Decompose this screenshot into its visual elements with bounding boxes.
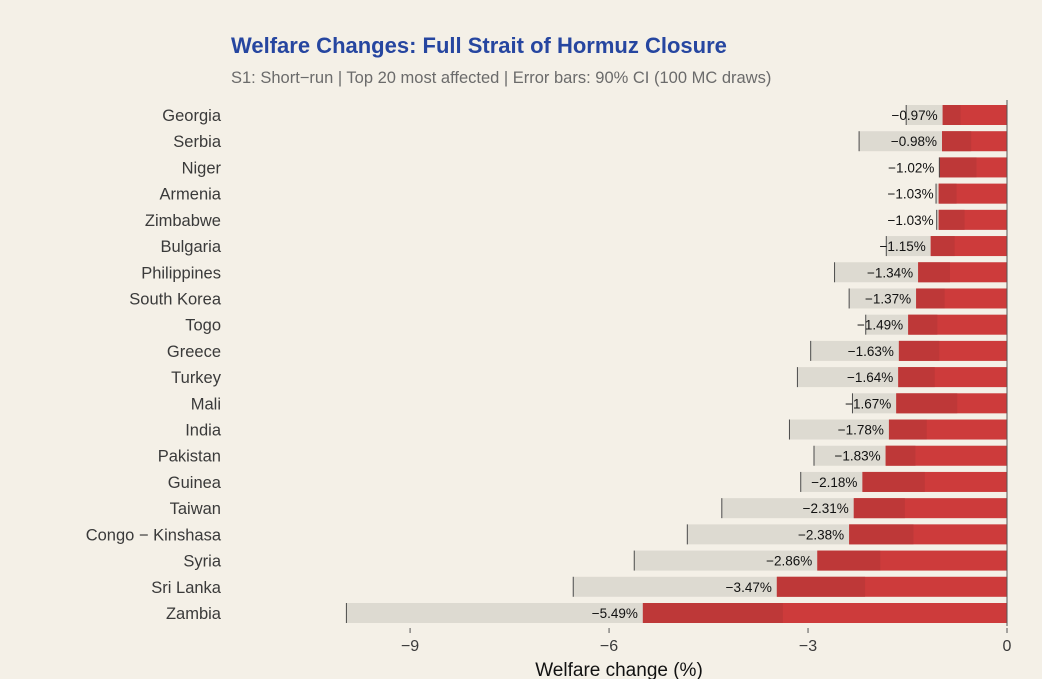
ci-inner-segment [862, 471, 925, 492]
chart-title: Welfare Changes: Full Strait of Hormuz C… [231, 33, 727, 58]
value-label: −1.03% [888, 187, 934, 202]
category-label: Syria [183, 553, 221, 571]
value-label: −1.02% [888, 160, 934, 175]
ci-inner-segment [939, 157, 977, 178]
value-label: −1.78% [838, 423, 884, 438]
ci-inner-segment [908, 314, 938, 335]
ci-inner-segment [817, 550, 881, 571]
category-label: Greece [167, 343, 221, 361]
ci-inner-segment [896, 393, 958, 414]
category-label: Guinea [168, 474, 222, 492]
ci-inner-segment [918, 262, 950, 283]
category-label: Philippines [141, 264, 221, 282]
ci-inner-segment [938, 209, 965, 230]
value-label: −1.34% [867, 265, 913, 280]
category-label: Armenia [160, 186, 222, 204]
value-label: −5.49% [592, 606, 638, 621]
category-label: Niger [182, 159, 222, 177]
value-label: −3.47% [726, 580, 772, 595]
value-label: −1.67% [845, 396, 891, 411]
ci-inner-segment [916, 288, 945, 309]
plot-area: −0.97% −0.98% −1.02% −1.03% −1.03% −1.15% −1.3… [86, 100, 1012, 655]
ci-inner-segment [942, 131, 972, 152]
value-label: −2.18% [811, 475, 857, 490]
ci-inner-segment [938, 183, 957, 204]
ci-inner-segment [776, 576, 866, 597]
category-label: Bulgaria [160, 238, 221, 256]
ci-inner-segment [642, 603, 783, 623]
value-label: −1.37% [865, 291, 911, 306]
category-label: Togo [185, 317, 221, 335]
value-label: −1.63% [848, 344, 894, 359]
category-label: Mali [191, 395, 221, 413]
category-label: Serbia [173, 133, 222, 151]
value-label: −0.97% [891, 108, 937, 123]
ci-inner-segment [885, 445, 916, 466]
x-axis-ticks: −9 −6 −3 0 [401, 628, 1012, 655]
category-label: South Korea [129, 290, 222, 308]
value-label: −2.31% [803, 501, 849, 516]
value-label: −1.15% [880, 239, 926, 254]
category-label: Sri Lanka [151, 579, 222, 597]
x-tick-label: −3 [799, 638, 817, 655]
category-label: Zimbabwe [145, 212, 221, 230]
category-label: India [185, 422, 222, 440]
category-labels: Georgia Serbia Niger Armenia Zimbabwe Bulgari… [86, 107, 222, 623]
ci-inner-segment [942, 105, 961, 125]
x-tick-label: 0 [1003, 638, 1012, 655]
value-label: −1.49% [857, 318, 903, 333]
category-label: Pakistan [158, 448, 221, 466]
category-label: Turkey [171, 369, 222, 387]
value-label: −1.03% [888, 213, 934, 228]
bar [885, 445, 1007, 466]
value-label: −2.38% [798, 527, 844, 542]
value-label: −1.64% [847, 370, 893, 385]
bars-layer: −0.97% −0.98% −1.02% −1.03% −1.03% −1.15% −1.3… [345, 105, 1007, 623]
ci-inner-segment [849, 524, 914, 545]
x-tick-label: −6 [600, 638, 618, 655]
x-tick-label: −9 [401, 638, 419, 655]
value-label: −1.83% [834, 449, 880, 464]
ci-inner-segment [898, 367, 935, 388]
chart-subtitle: S1: Short−run | Top 20 most affected | E… [231, 69, 771, 87]
ci-inner-segment [898, 340, 940, 361]
ci-inner-segment [930, 236, 955, 257]
category-label: Georgia [162, 107, 222, 125]
category-label: Taiwan [170, 500, 221, 518]
ci-inner-segment [888, 419, 927, 440]
category-label: Zambia [166, 605, 222, 623]
category-label: Congo − Kinshasa [86, 526, 222, 544]
ci-inner-segment [853, 498, 905, 519]
x-axis-title: Welfare change (%) [535, 660, 703, 679]
value-label: −2.86% [766, 554, 812, 569]
value-label: −0.98% [891, 134, 937, 149]
